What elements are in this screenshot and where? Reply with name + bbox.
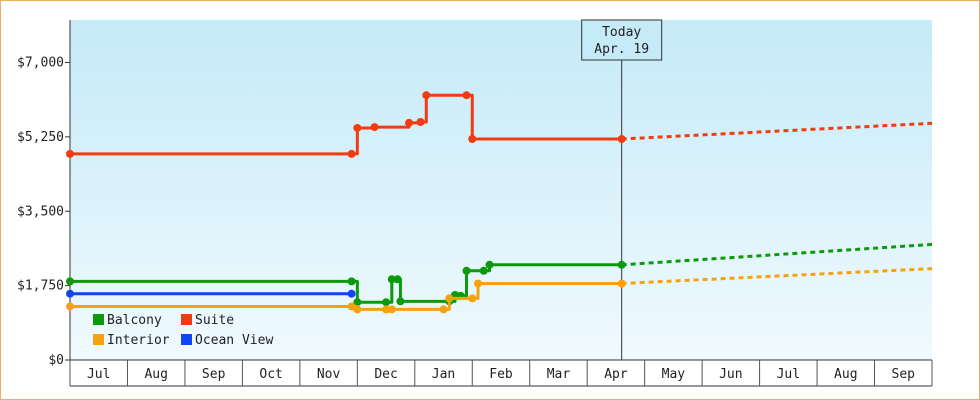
legend-swatch-ocean-view <box>181 334 192 345</box>
x-tick-label: Feb <box>489 367 513 382</box>
forecast-line-interior <box>621 267 933 285</box>
data-point-suite <box>468 135 477 143</box>
x-tick-label: Dec <box>374 367 397 382</box>
data-point-balcony <box>479 266 488 275</box>
y-tick-label: $0 <box>48 353 64 368</box>
legend-label-ocean-view: Ocean View <box>195 333 273 348</box>
y-axis: $0 $1,750 $3,500 $5,250 $7,000 <box>17 20 71 386</box>
x-tick-label: Oct <box>259 367 282 382</box>
today-date: Apr. 19 <box>594 42 649 57</box>
y-tick-label: $5,250 <box>17 130 64 145</box>
data-point-balcony <box>485 260 494 269</box>
x-tick-label: Apr <box>604 367 628 382</box>
data-point-ocean-view <box>66 289 74 298</box>
data-point-suite <box>617 135 626 143</box>
y-tick-label: $7,000 <box>17 56 64 71</box>
x-tick-label: May <box>662 367 686 382</box>
data-point-balcony <box>387 275 396 284</box>
data-point-interior <box>353 305 362 314</box>
data-point-suite <box>66 149 74 158</box>
series-suite <box>66 91 933 158</box>
data-point-balcony <box>617 260 626 269</box>
data-point-interior <box>468 294 477 303</box>
x-tick-label: Nov <box>317 367 341 382</box>
data-point-balcony <box>382 298 391 307</box>
legend-label-balcony: Balcony <box>107 313 162 328</box>
x-tick-label: Jan <box>432 367 455 382</box>
data-point-interior <box>439 305 448 314</box>
forecast-line-balcony <box>621 242 933 267</box>
x-tick-label: Jul <box>87 367 110 382</box>
x-tick-label: Aug <box>144 367 167 382</box>
data-point-interior <box>66 302 74 311</box>
x-tick-label: Mar <box>547 367 571 382</box>
legend-swatch-balcony <box>93 314 104 325</box>
data-point-suite <box>462 91 471 100</box>
data-point-balcony <box>347 277 356 286</box>
plot-area <box>70 20 932 360</box>
data-point-interior <box>445 294 454 303</box>
data-point-balcony <box>462 266 471 275</box>
data-point-suite <box>416 118 425 126</box>
series-interior <box>66 267 933 314</box>
legend-label-suite: Suite <box>195 313 234 328</box>
x-tick-label: Jun <box>719 367 742 382</box>
x-tick-label: Sep <box>892 367 916 382</box>
series-layer <box>66 91 933 314</box>
data-point-ocean-view <box>347 289 356 298</box>
y-tick-label: $1,750 <box>17 279 64 294</box>
x-tick-label: Jul <box>777 367 800 382</box>
data-point-suite <box>405 118 414 127</box>
legend-label-interior: Interior <box>107 333 170 348</box>
legend-swatch-suite <box>181 314 192 325</box>
data-point-interior <box>617 279 626 288</box>
data-point-balcony <box>393 275 402 284</box>
data-point-suite <box>353 123 362 132</box>
data-point-interior <box>382 305 391 314</box>
data-point-suite <box>347 149 356 158</box>
forecast-line-suite <box>621 121 933 141</box>
data-point-suite <box>370 123 379 132</box>
data-point-suite <box>422 91 431 100</box>
series-ocean-view <box>66 289 356 298</box>
x-axis: Jul Aug Sep Oct Nov Dec Jan Feb Mar Apr May Jun Jul A… <box>69 359 933 387</box>
data-point-interior <box>474 279 483 288</box>
today-marker: Today Apr. 19 <box>581 19 663 360</box>
data-point-balcony <box>66 277 74 286</box>
data-point-balcony <box>396 297 405 306</box>
y-tick-label: $3,500 <box>17 204 64 219</box>
x-tick-label: Sep <box>202 367 226 382</box>
today-label: Today <box>602 25 641 40</box>
today-box <box>581 19 663 61</box>
x-tick-label: Aug <box>834 367 857 382</box>
data-point-balcony <box>353 298 362 307</box>
data-point-interior <box>387 305 396 314</box>
legend: Balcony Suite Interior Ocean View <box>93 313 273 348</box>
legend-swatch-interior <box>93 334 104 345</box>
